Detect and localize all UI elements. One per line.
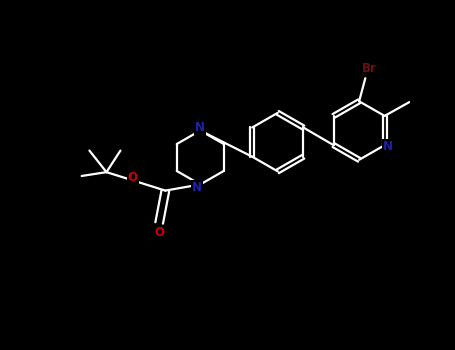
Text: N: N (192, 181, 202, 194)
Text: N: N (383, 140, 393, 153)
Text: O: O (128, 171, 138, 184)
Text: Br: Br (362, 62, 377, 76)
Text: N: N (195, 121, 205, 134)
Text: O: O (154, 226, 164, 239)
